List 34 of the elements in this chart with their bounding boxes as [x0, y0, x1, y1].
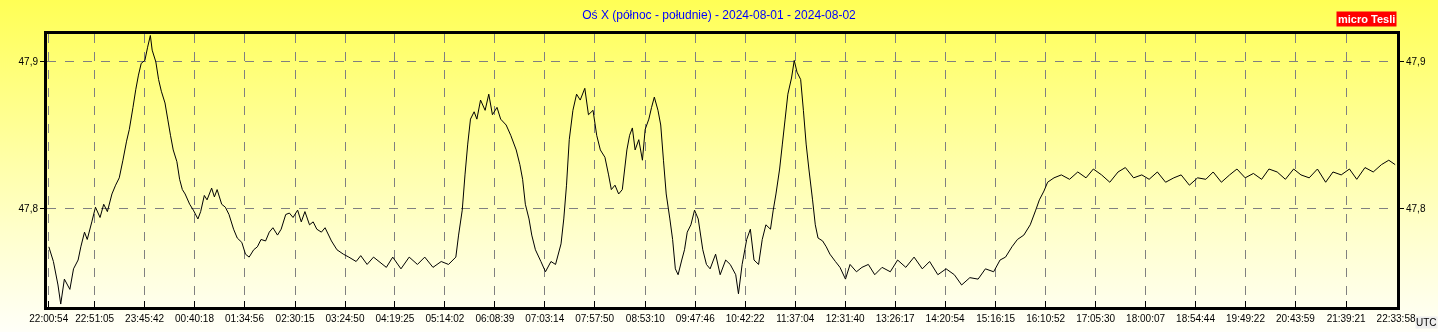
x-tick-label: 11:37:04 — [776, 313, 815, 324]
y2-axis-title: micro Tesli — [1338, 13, 1396, 25]
x-tick-label: 01:34:56 — [225, 313, 265, 324]
x-tick-label: 05:14:02 — [425, 313, 465, 324]
x-tick-label: 13:26:17 — [875, 313, 916, 324]
line-series — [48, 34, 1396, 305]
x-tick-label: 18:54:44 — [1176, 313, 1216, 324]
x-tick-label: 15:16:15 — [976, 313, 1016, 324]
x-tick-label: 00:40:18 — [175, 313, 215, 324]
y2-tick-label: 47,8 — [1406, 203, 1426, 215]
x-tick-label: 07:03:14 — [525, 313, 565, 324]
x-tick-label: 22:00:54 — [29, 313, 69, 324]
x-tick-label: 18:00:07 — [1126, 313, 1166, 324]
y2-tick-label: 47,9 — [1406, 56, 1426, 68]
x-tick-label: 10:42:22 — [725, 313, 766, 324]
x-tick-label: 16:10:52 — [1026, 313, 1066, 324]
x-tick-label: 21:39:21 — [1326, 313, 1366, 324]
x-tick-label: 23:45:42 — [125, 313, 165, 324]
x-tick-label: 08:53:10 — [625, 313, 666, 324]
x-tick-label: 17:05:30 — [1076, 313, 1116, 324]
x-tick-label: 20:43:59 — [1275, 313, 1316, 324]
x-tick-label: 22:51:05 — [75, 313, 115, 324]
chart-title: Oś X (północ - południe) - 2024-08-01 - 2024-08-02 — [582, 8, 857, 23]
x-tick-label: 06:08:39 — [475, 313, 515, 324]
x-tick-label: 07:57:50 — [575, 313, 615, 324]
x-tick-label: 02:30:15 — [275, 313, 315, 324]
x-tick-label: 19:49:22 — [1226, 313, 1266, 324]
x-tick-label: 22:33:58 — [1376, 313, 1416, 324]
x-tick-label: 09:47:46 — [675, 313, 716, 324]
x-tick-label: 14:20:54 — [925, 313, 965, 324]
x-axis-title: UTC — [1416, 317, 1437, 328]
x-tick-label: 12:31:40 — [825, 313, 866, 324]
x-tick-label: 03:24:50 — [325, 313, 365, 324]
x-tick-label: 04:19:25 — [375, 313, 415, 324]
